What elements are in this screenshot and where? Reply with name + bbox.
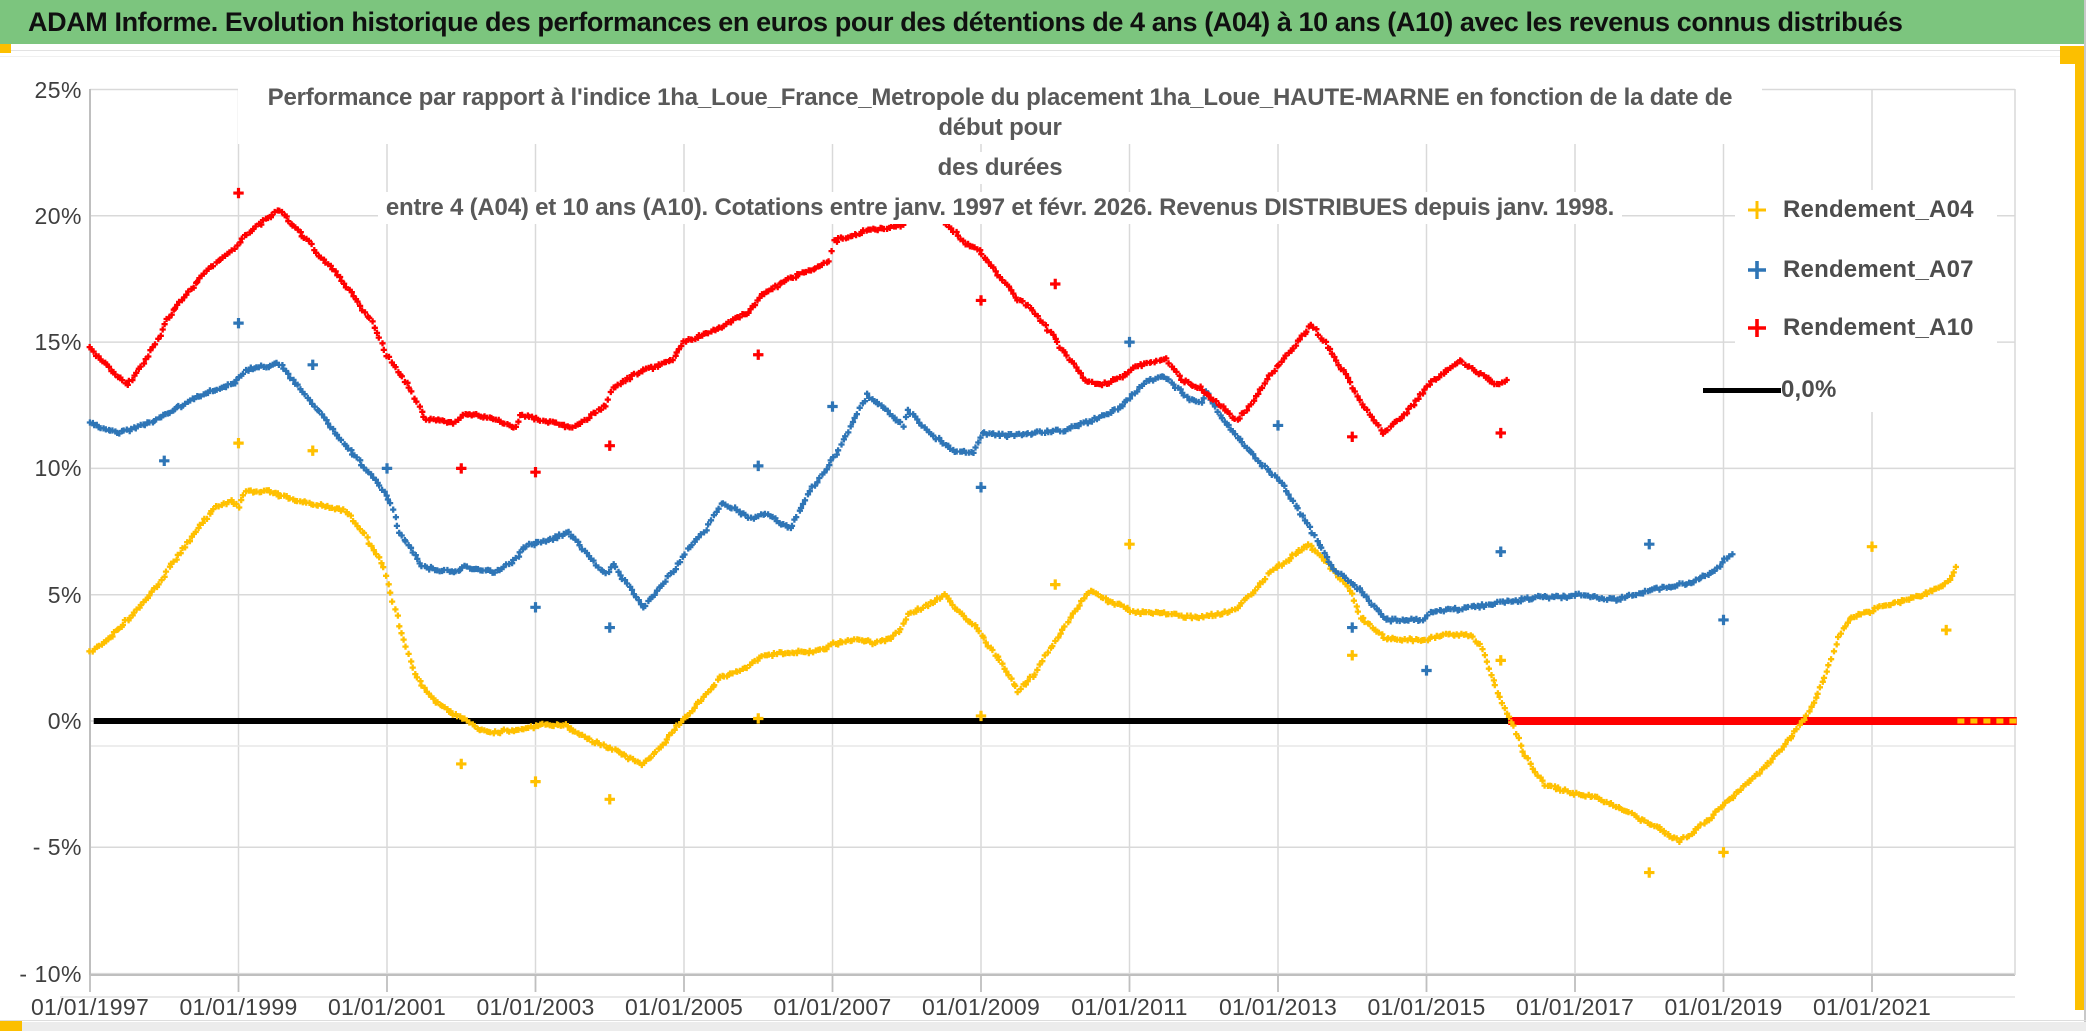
y-axis-label: - 10%: [19, 960, 82, 987]
series-Rendement_A10: [86, 207, 1510, 437]
legend-item-a10: Rendement_A10: [1735, 314, 2065, 342]
chart-title-line-2: des durées: [929, 152, 1071, 184]
x-axis-label: 01/01/2011: [1071, 994, 1188, 1020]
zero-line-gold-dash: [1983, 718, 1991, 724]
legend: [1735, 190, 1997, 412]
outliers-Rendement_A10: [233, 187, 1506, 478]
plus-marker-icon: [1735, 257, 1779, 283]
y-axis-label: 0%: [47, 708, 82, 734]
zero-line-gold-dash: [1970, 718, 1978, 724]
zero-line-gold-dash: [1996, 718, 2004, 724]
outliers-Rendement_A04: [233, 437, 1952, 878]
header-underline: [0, 50, 2086, 51]
x-axis-label: 01/01/2007: [773, 994, 892, 1020]
x-axis-label: 01/01/2001: [327, 994, 447, 1020]
legend-item-a04: Rendement_A04: [1735, 196, 2065, 224]
chart-title-line-3: entre 4 (A04) et 10 ans (A10). Cotations…: [377, 192, 1623, 224]
y-axis-label: 15%: [34, 329, 82, 356]
legend-label-zero: Rendement_A10: [1779, 314, 1978, 342]
zero-line-gold-dash: [2009, 718, 2017, 724]
y-axis-label: 5%: [47, 581, 82, 608]
page-right-border: [2084, 0, 2086, 1031]
corner-accent-top-left: [0, 44, 11, 53]
x-axis-label: 01/01/2003: [476, 994, 595, 1020]
chart-title-line-1: Performance par rapport à l'indice 1ha_L…: [238, 82, 1762, 144]
series-Rendement_A04: [86, 487, 1959, 845]
y-axis-label: 10%: [34, 455, 82, 482]
corner-accent-top-right: [2060, 46, 2084, 64]
chart-title: Performance par rapport à l'indice 1ha_L…: [238, 82, 1762, 224]
plus-marker-icon: [1735, 315, 1779, 341]
zero-line-black: [93, 718, 1509, 724]
zero-line-gold-dash: [1957, 718, 1965, 724]
x-axis-label: 01/01/1999: [179, 994, 298, 1020]
x-axis-label: 01/01/2009: [921, 994, 1041, 1020]
series-Rendement_A07: [86, 359, 1736, 625]
legend-item-a07: Rendement_A07: [1735, 256, 2065, 284]
bottom-divider: [0, 1020, 2086, 1021]
header-title: ADAM Informe. Evolution historique des p…: [28, 6, 1903, 37]
corner-accent-bottom-left: [0, 1021, 22, 1031]
x-axis-label: 01/01/2019: [1664, 994, 1783, 1020]
plus-marker-icon: [1735, 197, 1779, 223]
legend-label-a04: Rendement_A04: [1779, 196, 1978, 224]
x-axis-label: 01/01/2017: [1515, 994, 1635, 1020]
x-axis-label: 01/01/2021: [1812, 994, 1932, 1020]
legend-label-zero-line: 0,0%: [1781, 376, 1841, 404]
y-axis-label: 20%: [34, 202, 82, 229]
x-axis-label: 01/01/2005: [624, 994, 744, 1020]
x-axis-label: 01/01/2015: [1367, 994, 1486, 1020]
header-bar: ADAM Informe. Evolution historique des p…: [0, 0, 2086, 44]
x-axis-label: 01/01/1997: [30, 994, 150, 1020]
outliers-Rendement_A07: [159, 317, 1729, 676]
x-axis-label: 01/01/2013: [1218, 994, 1338, 1020]
legend-label-a07: Rendement_A07: [1779, 256, 1978, 284]
zero-line-red: [1508, 717, 2017, 725]
y-axis-label: 25%: [34, 76, 82, 103]
legend-item-zero: 0,0%: [1781, 376, 2086, 404]
right-edge-accent: [2075, 60, 2084, 1010]
zero-line-icon: [1703, 388, 1787, 393]
bottom-strip: [0, 1022, 2086, 1031]
y-axis-label: - 5%: [32, 834, 82, 861]
